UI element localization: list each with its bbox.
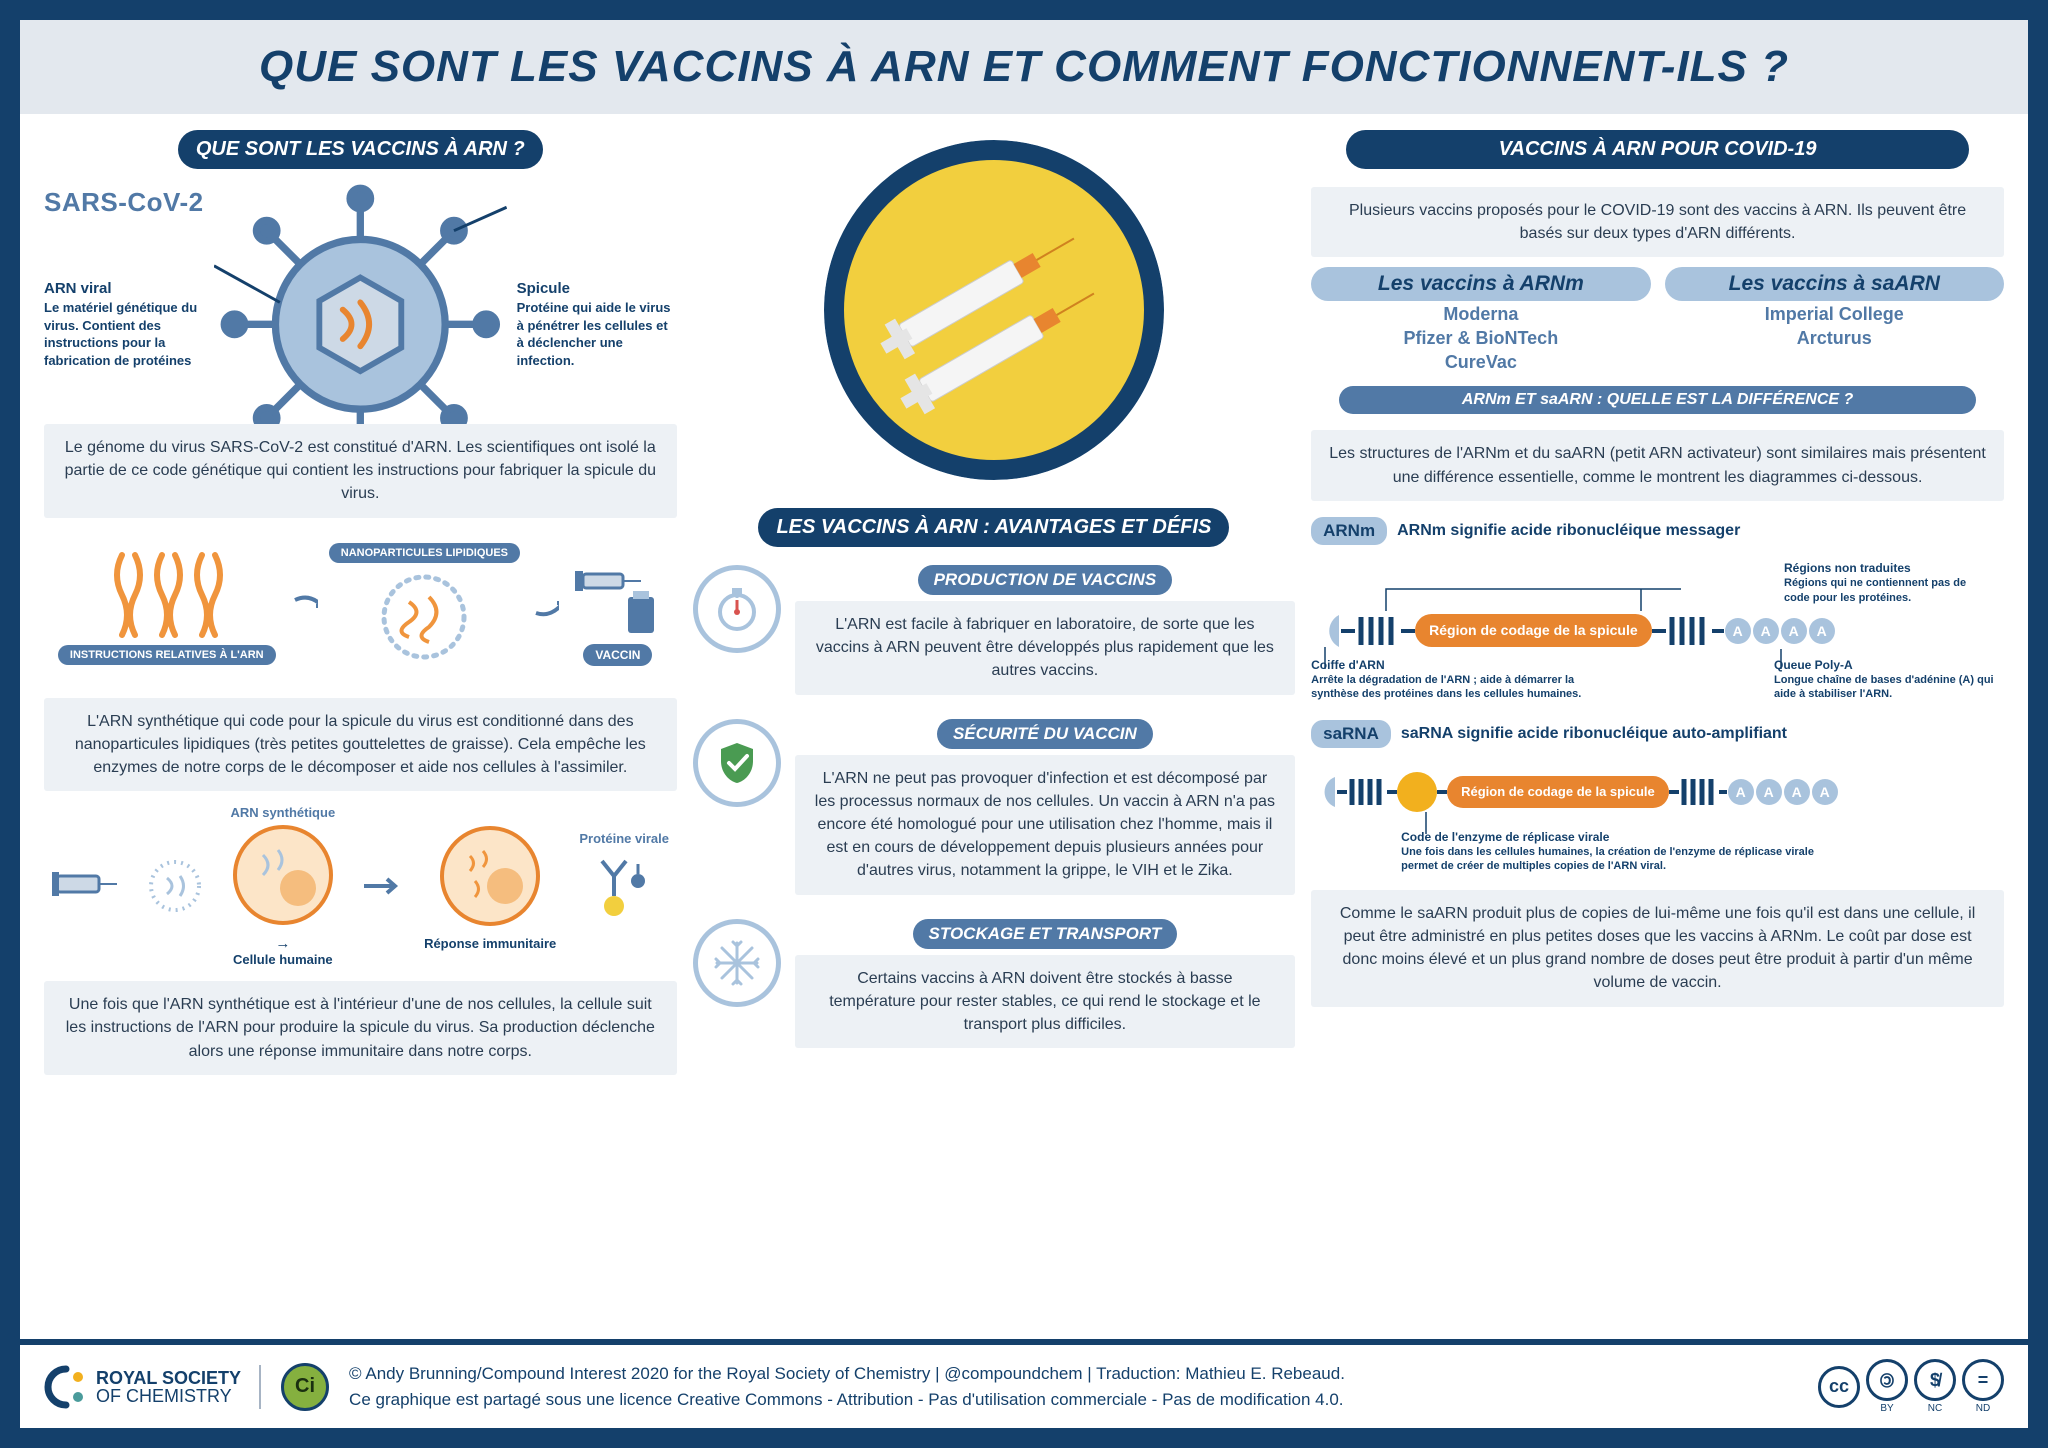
arnm-caption: ARNm signifie acide ribonucléique messag… — [1397, 522, 1740, 540]
arnm-title: Les vaccins à ARNm — [1311, 267, 1650, 301]
left-header: QUE SONT LES VACCINS À ARN ? — [178, 130, 543, 169]
title-bar: QUE SONT LES VACCINS À ARN ET COMMENT FO… — [20, 20, 2028, 114]
vaccine-name: Arcturus — [1665, 328, 2004, 349]
cc-icons: cc 🄯BY $̸NC =ND — [1818, 1359, 2004, 1414]
diff-box: Les structures de l'ARNm et du saARN (pe… — [1311, 430, 2004, 500]
adv-1-title: SÉCURITÉ DU VACCIN — [937, 719, 1153, 749]
arnm-row: ARNm ARNm signifie acide ribonucléique m… — [1311, 517, 2004, 545]
left-box-1: Le génome du virus SARS-CoV-2 est consti… — [44, 424, 677, 518]
arnm-diagram: Régions non traduites Régions qui ne con… — [1311, 561, 2004, 696]
syringe-icon — [52, 841, 122, 931]
spicule-label: Spicule Protéine qui aide le virus à pén… — [517, 279, 677, 369]
reponse-label: Réponse immunitaire — [424, 936, 556, 951]
cell-1-icon — [228, 820, 338, 930]
nanoparticle-icon — [374, 567, 474, 667]
process-row: INSTRUCTIONS RELATIVES À L'ARN NANOPARTI… — [44, 528, 677, 688]
callout-lines — [1311, 764, 2004, 874]
adv-0-body: L'ARN est facile à fabriquer en laborato… — [795, 601, 1296, 695]
adv-1-body: L'ARN ne peut pas provoquer d'infection … — [795, 755, 1296, 895]
nano-label: NANOPARTICULES LIPIDIQUES — [329, 543, 520, 563]
sarna-diagram: Région de codage de la spicule AAAA Code… — [1311, 764, 2004, 874]
left-box-3: Une fois que l'ARN synthétique est à l'i… — [44, 981, 677, 1075]
cellule-label: Cellule humaine — [228, 952, 338, 967]
middle-column: LES VACCINS À ARN : AVANTAGES ET DÉFIS P… — [693, 130, 1296, 1329]
syringe-vial-icon — [573, 549, 663, 639]
callout-lines — [1311, 561, 2004, 696]
sarna-caption: saRNA signifie acide ribonucléique auto-… — [1401, 725, 1787, 743]
arrow-icon — [361, 871, 401, 901]
rna-strands-icon — [107, 550, 227, 640]
arrow-icon — [290, 588, 319, 628]
vaccin-label: VACCIN — [583, 644, 652, 666]
particle-icon — [145, 856, 205, 916]
instr-label: INSTRUCTIONS RELATIVES À L'ARN — [58, 645, 276, 665]
columns: QUE SONT LES VACCINS À ARN ? SARS-CoV-2 … — [20, 114, 2028, 1339]
adv-0-title: PRODUCTION DE VACCINS — [918, 565, 1173, 595]
adv-row-0: PRODUCTION DE VACCINS L'ARN est facile à… — [693, 565, 1296, 695]
vaccine-name: Pfizer & BioNTech — [1311, 328, 1650, 349]
proteine-label: Protéine virale — [579, 831, 669, 846]
cc-nd-icon: = — [1962, 1359, 2004, 1401]
arn-viral-label: ARN viral Le matériel génétique du virus… — [44, 279, 204, 369]
left-column: QUE SONT LES VACCINS À ARN ? SARS-CoV-2 … — [44, 130, 677, 1329]
cc-by-icon: 🄯 — [1866, 1359, 1908, 1401]
sarna-badge: saRNA — [1311, 720, 1391, 748]
credit-text: © Andy Brunning/Compound Interest 2020 f… — [349, 1361, 1798, 1412]
adv-2-body: Certains vaccins à ARN doivent être stoc… — [795, 955, 1296, 1049]
antibody-icon — [594, 846, 654, 936]
vaccine-types: Les vaccins à ARNm Moderna Pfizer & BioN… — [1311, 267, 2004, 376]
arn-synth-label: ARN synthétique — [228, 805, 338, 820]
mid-header: LES VACCINS À ARN : AVANTAGES ET DÉFIS — [758, 508, 1229, 547]
vaccine-name: Imperial College — [1665, 304, 2004, 325]
sarna-row: saRNA saRNA signifie acide ribonucléique… — [1311, 720, 2004, 748]
saarn-title: Les vaccins à saARN — [1665, 267, 2004, 301]
right-header: VACCINS À ARN POUR COVID-19 — [1346, 130, 1970, 169]
footer: ROYAL SOCIETY OF CHEMISTRY Ci © Andy Bru… — [20, 1339, 2028, 1428]
page-title: QUE SONT LES VACCINS À ARN ET COMMENT FO… — [50, 42, 1998, 92]
cc-nc-icon: $̸ — [1914, 1359, 1956, 1401]
stopwatch-icon — [693, 565, 781, 653]
virus-diagram-row: ARN viral Le matériel génétique du virus… — [44, 234, 677, 414]
cell-row: ARN synthétique → Cellule humaine — [44, 801, 677, 971]
syringes-icon — [844, 160, 1144, 460]
cell-2-icon — [435, 821, 545, 931]
adv-2-title: STOCKAGE ET TRANSPORT — [913, 919, 1178, 949]
shield-icon — [693, 719, 781, 807]
vaccine-name: CureVac — [1311, 352, 1650, 373]
arrow-icon — [531, 588, 560, 628]
outer-frame: QUE SONT LES VACCINS À ARN ET COMMENT FO… — [0, 0, 2048, 1448]
right-intro: Plusieurs vaccins proposés pour le COVID… — [1311, 187, 2004, 257]
snowflake-icon — [693, 919, 781, 1007]
cc-icon: cc — [1818, 1366, 1860, 1408]
vaccine-name: Moderna — [1311, 304, 1650, 325]
left-box-2: L'ARN synthétique qui code pour la spicu… — [44, 698, 677, 792]
final-box: Comme le saARN produit plus de copies de… — [1311, 890, 2004, 1007]
right-column: VACCINS À ARN POUR COVID-19 Plusieurs va… — [1311, 130, 2004, 1329]
adv-row-2: STOCKAGE ET TRANSPORT Certains vaccins à… — [693, 919, 1296, 1049]
hero-image — [824, 140, 1164, 480]
ci-badge: Ci — [281, 1363, 329, 1411]
rsc-logo: ROYAL SOCIETY OF CHEMISTRY — [44, 1365, 261, 1409]
arnm-badge: ARNm — [1311, 517, 1387, 545]
rsc-icon — [44, 1365, 88, 1409]
inner-page: QUE SONT LES VACCINS À ARN ET COMMENT FO… — [20, 20, 2028, 1428]
diff-header: ARNm ET saARN : QUELLE EST LA DIFFÉRENCE… — [1339, 386, 1976, 414]
adv-row-1: SÉCURITÉ DU VACCIN L'ARN ne peut pas pro… — [693, 719, 1296, 895]
